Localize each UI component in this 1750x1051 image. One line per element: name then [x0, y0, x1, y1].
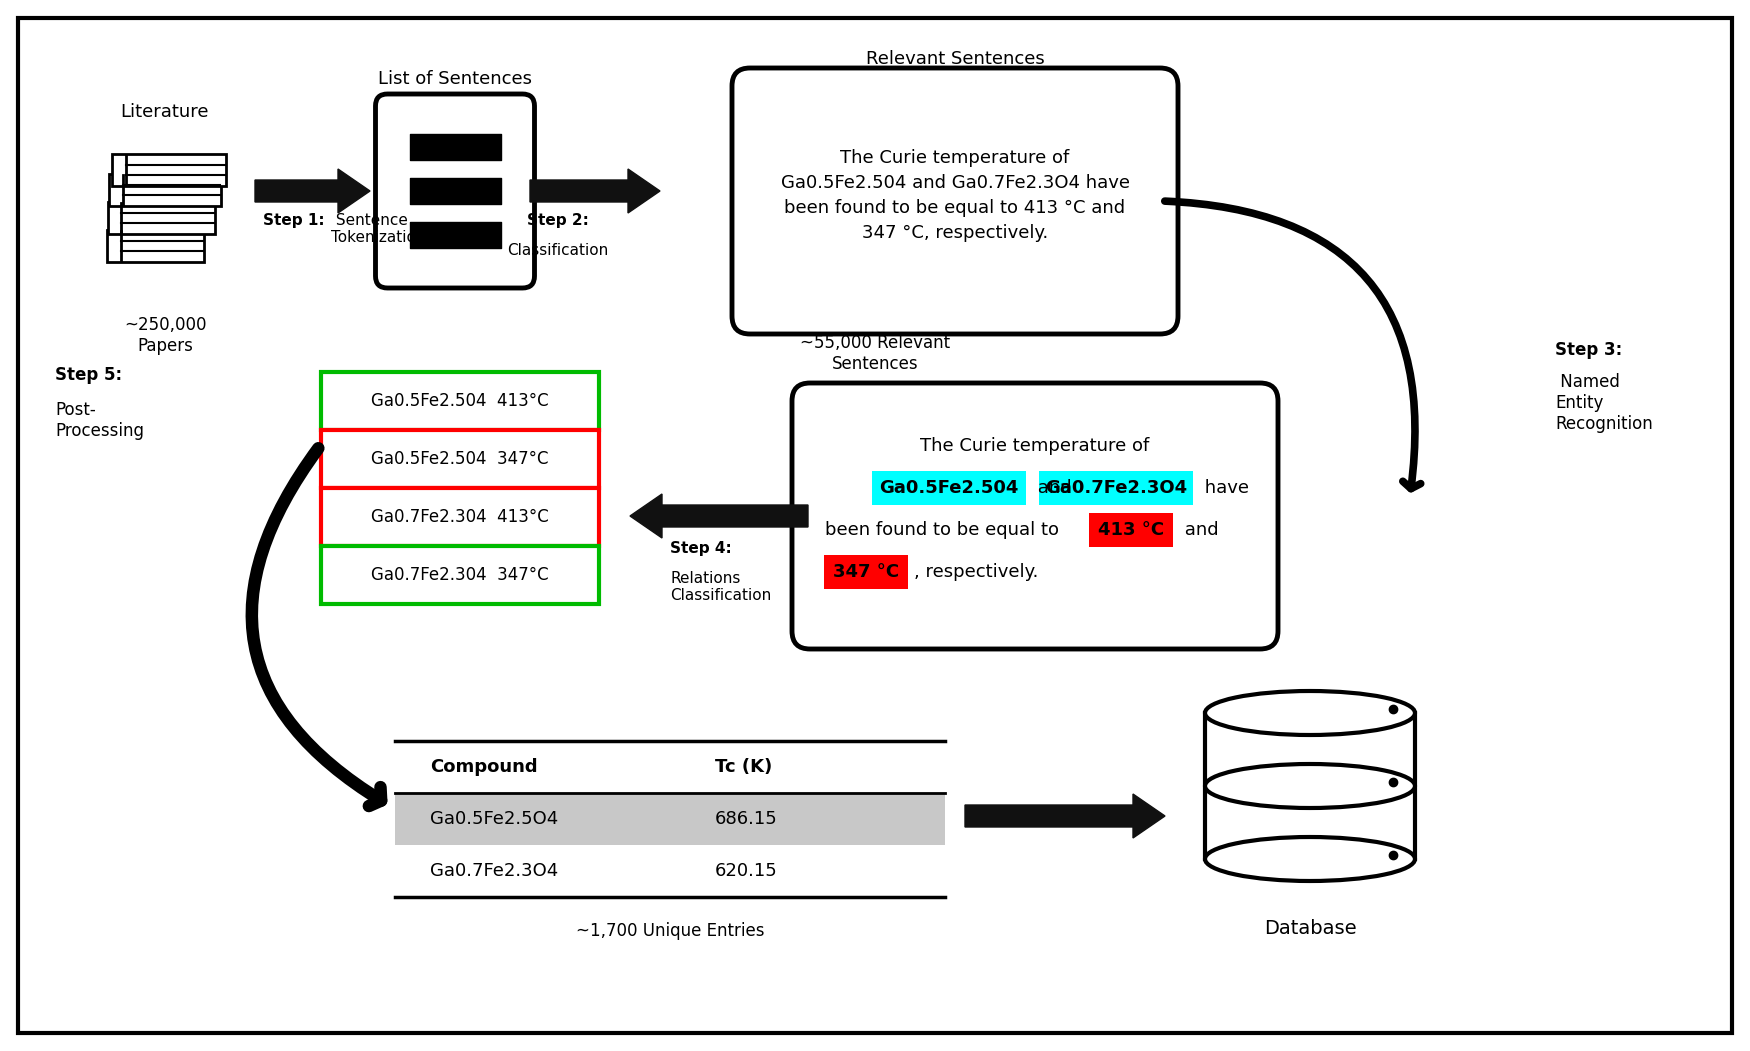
Text: 413 °C: 413 °C: [1097, 521, 1164, 539]
FancyBboxPatch shape: [824, 555, 908, 589]
Polygon shape: [630, 494, 808, 538]
Text: 347 °C: 347 °C: [833, 563, 900, 581]
FancyBboxPatch shape: [1088, 513, 1172, 547]
Text: Step 4:: Step 4:: [670, 541, 732, 556]
Text: Ga0.7Fe2.3O4: Ga0.7Fe2.3O4: [1045, 479, 1186, 497]
FancyBboxPatch shape: [872, 471, 1026, 504]
Text: have: have: [1199, 479, 1249, 497]
FancyBboxPatch shape: [322, 547, 598, 604]
Text: ~1,700 Unique Entries: ~1,700 Unique Entries: [576, 922, 765, 940]
FancyBboxPatch shape: [322, 488, 598, 547]
Text: Post-
Processing: Post- Processing: [54, 401, 144, 439]
Text: Relations
Classification: Relations Classification: [670, 571, 772, 603]
Polygon shape: [255, 169, 369, 213]
Text: Ga0.7Fe2.304  413°C: Ga0.7Fe2.304 413°C: [371, 508, 550, 526]
Text: Ga0.7Fe2.3O4: Ga0.7Fe2.3O4: [430, 862, 558, 880]
Text: Ga0.5Fe2.504: Ga0.5Fe2.504: [878, 479, 1018, 497]
Text: and: and: [1180, 521, 1218, 539]
Text: been found to be equal to: been found to be equal to: [824, 521, 1064, 539]
Ellipse shape: [1206, 691, 1416, 735]
FancyBboxPatch shape: [793, 383, 1278, 650]
Text: Tc (K): Tc (K): [716, 758, 772, 776]
Ellipse shape: [1206, 764, 1416, 808]
Polygon shape: [530, 169, 660, 213]
Text: Relevant Sentences: Relevant Sentences: [866, 50, 1045, 68]
Text: Compound: Compound: [430, 758, 537, 776]
Text: List of Sentences: List of Sentences: [378, 70, 532, 88]
Text: The Curie temperature of: The Curie temperature of: [920, 437, 1150, 455]
Text: Named
Entity
Recognition: Named Entity Recognition: [1556, 373, 1652, 433]
Text: Database: Database: [1264, 919, 1356, 937]
Text: Classification: Classification: [507, 243, 609, 257]
Text: ~55,000 Relevant
Sentences: ~55,000 Relevant Sentences: [800, 334, 950, 373]
Text: Ga0.5Fe2.504  413°C: Ga0.5Fe2.504 413°C: [371, 392, 550, 410]
FancyBboxPatch shape: [112, 154, 226, 186]
Text: ~250,000
Papers: ~250,000 Papers: [124, 316, 206, 355]
Text: 686.15: 686.15: [716, 810, 777, 828]
Text: Step 1:: Step 1:: [262, 213, 326, 228]
Polygon shape: [964, 794, 1166, 838]
FancyBboxPatch shape: [107, 230, 203, 262]
FancyBboxPatch shape: [18, 18, 1732, 1033]
FancyBboxPatch shape: [1040, 471, 1194, 504]
FancyBboxPatch shape: [107, 202, 215, 234]
FancyBboxPatch shape: [732, 68, 1178, 334]
Text: Step 3:: Step 3:: [1556, 341, 1622, 359]
Text: Ga0.5Fe2.5O4: Ga0.5Fe2.5O4: [430, 810, 558, 828]
Text: 620.15: 620.15: [716, 862, 777, 880]
Text: Ga0.5Fe2.504  347°C: Ga0.5Fe2.504 347°C: [371, 450, 550, 468]
Text: , respectively.: , respectively.: [914, 563, 1038, 581]
FancyBboxPatch shape: [322, 430, 598, 488]
Text: The Curie temperature of
Ga0.5Fe2.504 and Ga0.7Fe2.3O4 have
been found to be equ: The Curie temperature of Ga0.5Fe2.504 an…: [780, 149, 1129, 243]
Bar: [396, 794, 945, 845]
FancyBboxPatch shape: [322, 372, 598, 430]
Text: Ga0.7Fe2.304  347°C: Ga0.7Fe2.304 347°C: [371, 566, 550, 584]
FancyBboxPatch shape: [108, 174, 220, 206]
Text: Step 2:: Step 2:: [527, 213, 590, 228]
Ellipse shape: [1206, 837, 1416, 881]
Text: Literature: Literature: [121, 103, 210, 121]
FancyBboxPatch shape: [376, 94, 534, 288]
Text: Step 5:: Step 5:: [54, 366, 123, 384]
Text: and: and: [1032, 479, 1078, 497]
Text: Sentence
Tokenization: Sentence Tokenization: [331, 213, 425, 245]
